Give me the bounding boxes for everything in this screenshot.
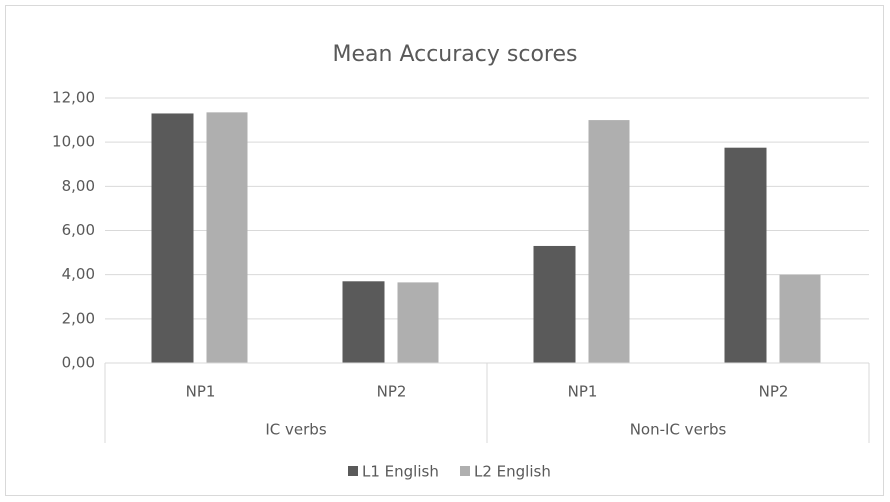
x-tick-label: NP1 — [568, 383, 598, 401]
legend-swatch — [348, 466, 358, 476]
bar — [779, 274, 821, 363]
legend-label: L1 English — [362, 463, 439, 481]
y-tick-label: 10,00 — [52, 133, 95, 151]
chart-title: Mean Accuracy scores — [333, 42, 578, 67]
x-tick-label: NP1 — [186, 383, 216, 401]
bar — [151, 113, 194, 363]
y-tick-label: 0,00 — [62, 354, 95, 372]
bar — [533, 245, 576, 363]
bar — [588, 120, 630, 363]
group-label: Non-IC verbs — [630, 421, 727, 439]
bar — [206, 112, 248, 364]
bar — [397, 282, 439, 363]
group-label: IC verbs — [265, 421, 326, 439]
y-tick-label: 6,00 — [62, 221, 95, 239]
x-tick-label: NP2 — [377, 383, 407, 401]
x-tick-label: NP2 — [759, 383, 789, 401]
legend-label: L2 English — [474, 463, 551, 481]
y-tick-label: 8,00 — [62, 177, 95, 195]
bar — [724, 147, 767, 363]
y-tick-label: 4,00 — [62, 265, 95, 283]
legend-swatch — [460, 466, 470, 476]
bar — [342, 281, 385, 363]
y-tick-label: 2,00 — [62, 309, 95, 327]
y-tick-label: 12,00 — [52, 89, 95, 107]
